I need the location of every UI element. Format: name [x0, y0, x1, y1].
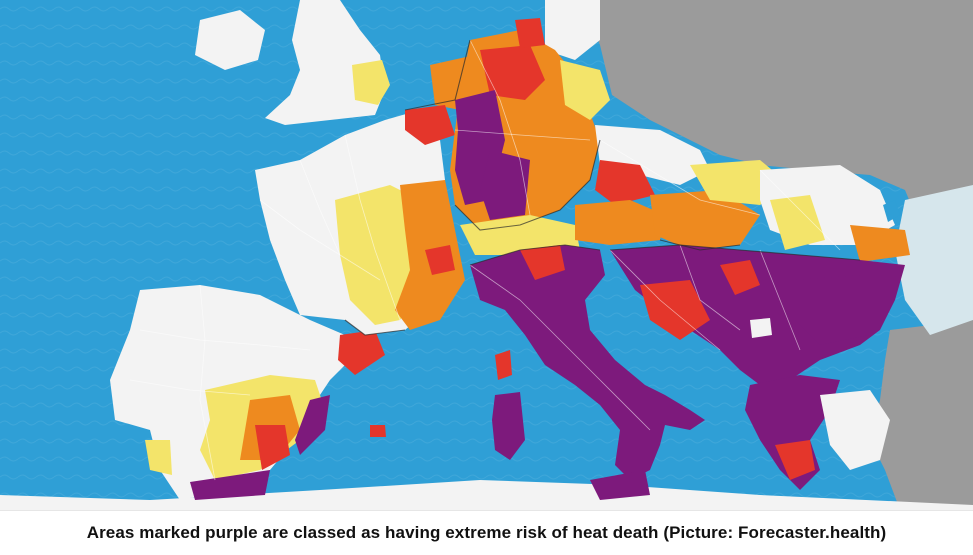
- image-caption: Areas marked purple are classed as havin…: [86, 523, 887, 542]
- sardinia-island: [492, 392, 525, 460]
- corsica-island: [495, 350, 512, 380]
- romania-yellow: [770, 195, 825, 250]
- greece-white-islands: [820, 390, 890, 470]
- spain-east-coast-purple: [295, 395, 330, 455]
- turkey-land: [870, 320, 973, 510]
- region-borders: [129, 39, 841, 481]
- ireland-land: [195, 10, 265, 70]
- danube-delta-lake: [883, 200, 900, 222]
- france-red-spots: [425, 245, 455, 275]
- balearic-islands: [370, 425, 386, 437]
- germany-red-north: [480, 45, 545, 100]
- romania-orange-east: [850, 225, 910, 262]
- spain-red-region: [255, 425, 290, 470]
- greece-red-south: [775, 440, 815, 480]
- black-sea: [895, 185, 973, 335]
- greece-land: [745, 375, 840, 490]
- montenegro-white: [750, 318, 772, 338]
- eastern-europe-land: [560, 0, 973, 250]
- country-borders: [344, 39, 861, 336]
- portugal-south-yellow: [145, 440, 172, 475]
- catalonia-region: [338, 330, 385, 375]
- scandinavia-land: [545, 0, 600, 60]
- east-england-region: [352, 60, 390, 105]
- north-africa-land: [0, 480, 973, 510]
- heat-risk-map: [0, 0, 973, 510]
- czech-red: [595, 160, 655, 205]
- caption-bar: Areas marked purple are classed as havin…: [0, 510, 973, 555]
- germany-yellow-east: [560, 60, 610, 120]
- bosnia-red: [640, 280, 710, 340]
- belgium-mixed: [405, 105, 455, 145]
- austria-mixed: [575, 200, 665, 245]
- denmark-red: [515, 18, 545, 48]
- sicily-island: [590, 470, 650, 500]
- alps-yellow: [460, 215, 580, 255]
- bulgaria-purple: [790, 275, 890, 345]
- germany-purple-south: [480, 150, 530, 220]
- serbia-mixed: [720, 260, 760, 295]
- italy-north-red: [520, 245, 565, 280]
- spain-south-coast-purple: [190, 470, 270, 500]
- italy-land: [470, 245, 705, 480]
- hungary-orange: [650, 190, 760, 250]
